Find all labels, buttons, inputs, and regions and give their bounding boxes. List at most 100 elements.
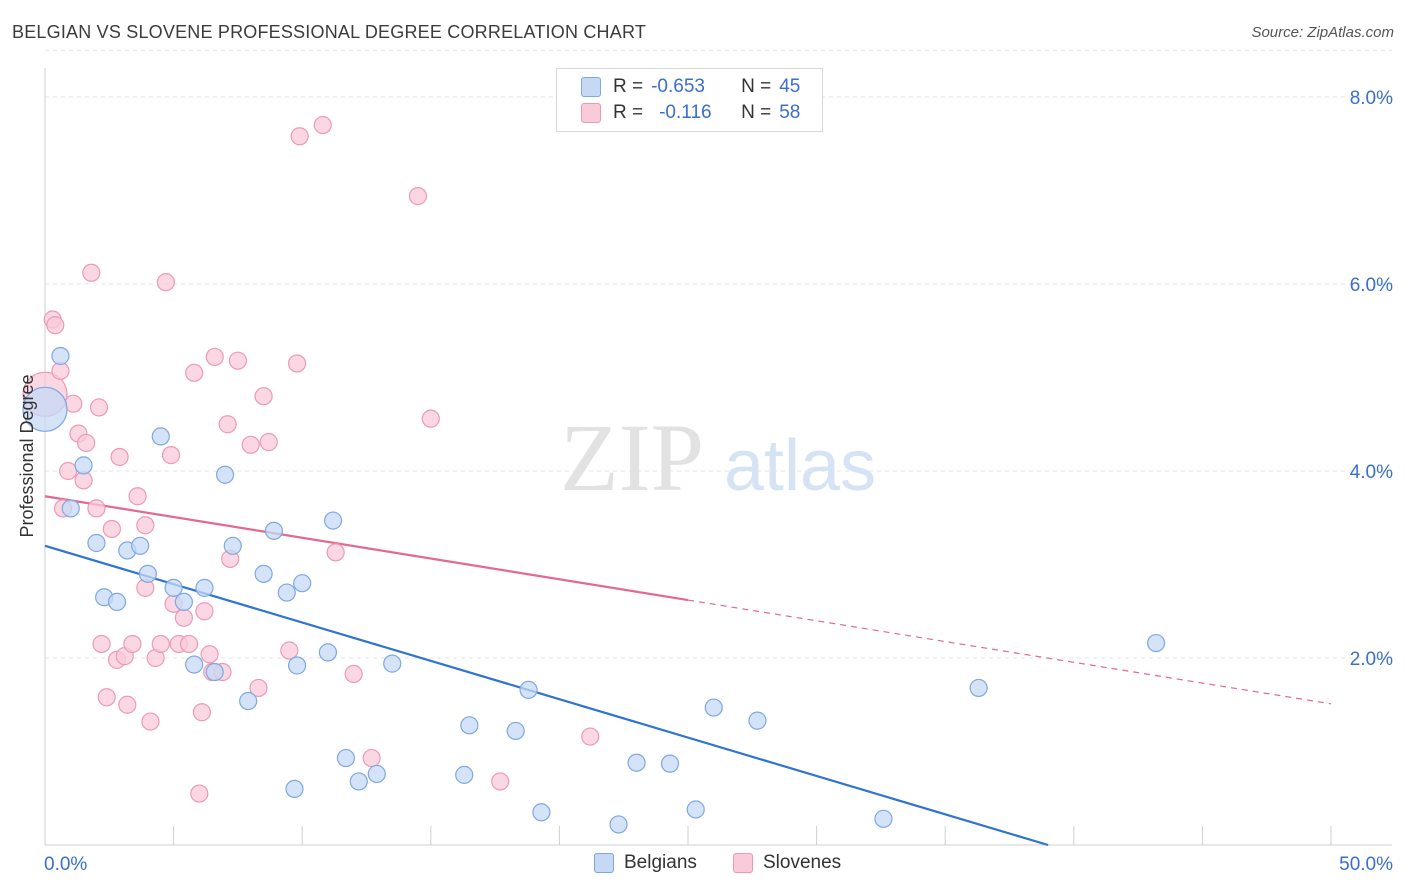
slovene-point [89,398,109,417]
belgian-point [22,386,68,432]
belgian-point [460,716,479,735]
slovene-point [205,347,224,367]
slovene-point [92,634,111,654]
slovene-point [241,435,260,454]
slovene-point [280,641,299,660]
belgian-point [138,564,157,583]
legend-item-slovenes[interactable]: Slovenes [733,852,841,874]
slovene-point [249,678,268,698]
belgians-r-label: R = [613,76,644,97]
source-label: Source: ZipAtlas.com [1251,24,1394,41]
slovene-point [156,273,175,292]
slovene-point [136,516,155,535]
slovene-point [195,602,214,621]
watermark: ZIP atlas [560,404,876,511]
belgian-point [264,521,284,540]
slovenes-n-label: N = [741,102,772,123]
slovenes-n-value: 58 [779,102,801,123]
belgian-point [87,533,106,553]
slovenes-legend-label: Slovenes [763,852,842,873]
belgian-point [627,753,646,772]
belgian-point [686,800,705,819]
belgian-point [254,564,273,583]
slovene-point [192,703,211,722]
slovenes-trend-line [44,495,689,602]
belgian-point [748,711,767,730]
belgian-point [383,654,402,673]
slovene-point [421,409,440,428]
slovene-point [110,447,129,467]
belgian-point [455,765,474,784]
belgians-r-value: -0.653 [651,76,705,97]
slovene-point [190,784,209,803]
chart-title: BELGIAN VS SLOVENE PROFESSIONAL DEGREE C… [12,22,647,42]
correlation-legend: R = -0.653 N = 45 R = -0.116 N = 58 [556,68,823,132]
slovene-point [185,363,204,382]
belgian-point [131,536,150,555]
slovene-point [97,688,116,707]
belgian-point [874,809,893,828]
belgian-point [74,456,93,475]
slovenes-swatch [581,103,601,123]
x-tick-label-min: 0.0% [44,854,87,875]
slovene-point [362,748,381,768]
belgian-point [1147,633,1166,653]
axes [44,68,1392,846]
belgian-point [519,680,538,699]
slovene-point [59,461,78,481]
axis-labels: 2.0% 4.0% 6.0% 8.0% 0.0% 50.0% Professional De… [17,88,1393,875]
belgians-legend-swatch [594,853,614,873]
y-tick-label: 2.0% [1350,649,1393,670]
belgian-point [287,656,307,675]
slovene-point [77,433,96,453]
legend-item-belgians[interactable]: Belgians [594,852,697,874]
y-tick-label: 4.0% [1350,462,1393,483]
belgian-point [336,748,356,768]
slovene-point [259,432,278,452]
slovene-point [218,415,237,434]
slovene-point [87,499,106,518]
belgian-point [609,815,628,834]
slovene-point [151,634,170,654]
belgian-point [367,764,386,784]
watermark-zip: ZIP [560,404,704,511]
watermark-atlas: atlas [724,426,876,506]
belgian-point [704,698,723,717]
y-tick-label: 8.0% [1350,88,1393,109]
belgian-point [51,346,70,366]
belgian-point [215,465,235,484]
belgian-point [107,592,127,612]
slovene-point [128,487,147,506]
belgian-point [205,662,224,682]
slovene-point [161,446,181,465]
belgian-point [285,779,304,799]
slovene-point [123,634,142,654]
slovene-point [118,695,137,714]
slovene-point [141,712,160,731]
belgian-point [293,574,312,593]
slovenes-legend-swatch [733,853,753,873]
slovene-point [287,354,307,373]
belgian-point [318,643,338,662]
belgian-point [195,578,214,597]
legend-row-belgians: R = -0.653 N = 45 [581,75,800,99]
slovene-point [102,519,121,539]
grid-lines [45,49,1392,659]
slovene-point [313,115,332,135]
legend-row-slovenes: R = -0.116 N = 58 [581,101,800,125]
belgian-point [969,678,988,698]
x-tick-label-max: 50.0% [1339,854,1393,875]
slovene-point [82,263,101,282]
belgian-point [532,803,551,822]
belgian-point [349,772,368,791]
belgians-n-value: 45 [779,76,801,97]
belgian-point [323,511,343,530]
slovene-point [228,351,247,370]
belgians-swatch [581,77,601,97]
slovene-point [491,772,510,791]
slovene-point [408,187,428,206]
trend-lines [44,495,1332,847]
slovenes-trend-extension [687,599,1332,705]
belgian-point [506,721,525,741]
